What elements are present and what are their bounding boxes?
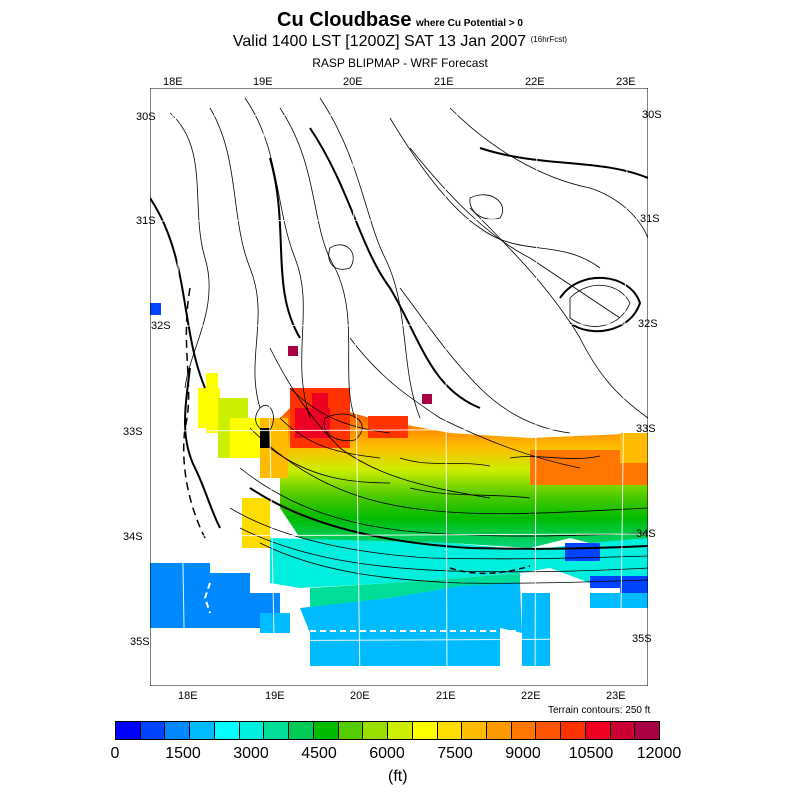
color-bar — [115, 721, 660, 740]
colorbar-swatch — [487, 722, 512, 739]
colorbar-tick: 6000 — [369, 745, 405, 762]
colorbar-tick: 10500 — [568, 745, 614, 762]
colorbar-swatch — [585, 722, 611, 739]
title-condition: where Cu Potential > 0 — [415, 18, 523, 29]
colorbar-swatch — [264, 722, 290, 739]
colorbar-swatch — [363, 722, 389, 739]
colorbar-swatch — [239, 722, 265, 739]
colorbar-tick: 4500 — [301, 745, 337, 762]
colorbar-swatch — [140, 722, 166, 739]
colorbar-swatch — [412, 722, 438, 739]
colorbar-swatch — [313, 722, 339, 739]
colorbar-swatch — [536, 722, 562, 739]
colorbar-swatch — [214, 722, 240, 739]
colorbar-tick: 7500 — [437, 745, 473, 762]
lat-left-32s: 32S — [151, 320, 171, 332]
lon-top-21e: 21E — [434, 76, 454, 88]
lon-top-23e: 23E — [616, 76, 636, 88]
lat-right-35s: 35S — [632, 633, 652, 645]
colorbar-swatch — [190, 722, 215, 739]
valid-time-text: Valid 1400 LST [1200Z] SAT 13 Jan 2007 — [232, 33, 527, 50]
lon-bottom-19e: 19E — [265, 690, 285, 702]
subtitle: RASP BLIPMAP - WRF Forecast — [312, 56, 488, 70]
lon-top-19e: 19E — [253, 76, 273, 88]
colorbar-swatch — [165, 722, 191, 739]
colorbar-swatch — [462, 722, 488, 739]
lat-right-32s: 32S — [638, 318, 658, 330]
lon-bottom-22e: 22E — [521, 690, 541, 702]
province-boundary — [182, 287, 206, 539]
lon-top-22e: 22E — [525, 76, 545, 88]
terrain-contours-note: Terrain contours: 250 ft — [548, 705, 651, 716]
lon-bottom-18e: 18E — [178, 690, 198, 702]
valid-time: Valid 1400 LST [1200Z] SAT 13 Jan 2007 (… — [0, 33, 800, 51]
colorbar-swatch — [561, 722, 586, 739]
lat-left-31s: 31S — [136, 215, 156, 227]
map-title: Cu Cloudbase where Cu Potential > 0 — [0, 9, 800, 32]
title-main: Cu Cloudbase — [277, 9, 412, 31]
lat-right-34s: 34S — [636, 528, 656, 540]
colorbar-swatch — [388, 722, 413, 739]
lon-bottom-20e: 20E — [350, 690, 370, 702]
lat-right-33s: 33S — [636, 423, 656, 435]
colorbar-tick: 0 — [110, 745, 120, 762]
colorbar-swatch — [635, 722, 660, 739]
terrain-contours-bold — [150, 127, 648, 550]
colorbar-tick: 3000 — [233, 745, 269, 762]
lat-left-30s: 30S — [136, 111, 156, 123]
colorbar-swatch — [437, 722, 463, 739]
cloudbase-field — [150, 303, 648, 666]
colorbar-swatch — [116, 722, 141, 739]
colorbar-unit: (ft) — [388, 768, 408, 785]
lat-left-34s: 34S — [123, 531, 143, 543]
lat-right-31s: 31S — [640, 213, 660, 225]
colorbar-swatch — [511, 722, 537, 739]
lon-top-18e: 18E — [163, 76, 183, 88]
colorbar-swatch — [289, 722, 314, 739]
lat-lon-grid — [150, 88, 648, 686]
colorbar-swatch — [338, 722, 364, 739]
lat-left-33s: 33S — [123, 426, 143, 438]
colorbar-swatch — [610, 722, 636, 739]
cloudbase-map — [150, 88, 648, 686]
forecast-hours: (16hrFcst) — [530, 35, 568, 44]
colorbar-tick: 12000 — [636, 745, 682, 762]
lon-bottom-21e: 21E — [436, 690, 456, 702]
colorbar-tick: 1500 — [165, 745, 201, 762]
colorbar-tick: 9000 — [505, 745, 541, 762]
lon-bottom-23e: 23E — [606, 690, 626, 702]
lat-left-35s: 35S — [130, 636, 150, 648]
lon-top-20e: 20E — [343, 76, 363, 88]
lat-right-30s: 30S — [642, 109, 662, 121]
